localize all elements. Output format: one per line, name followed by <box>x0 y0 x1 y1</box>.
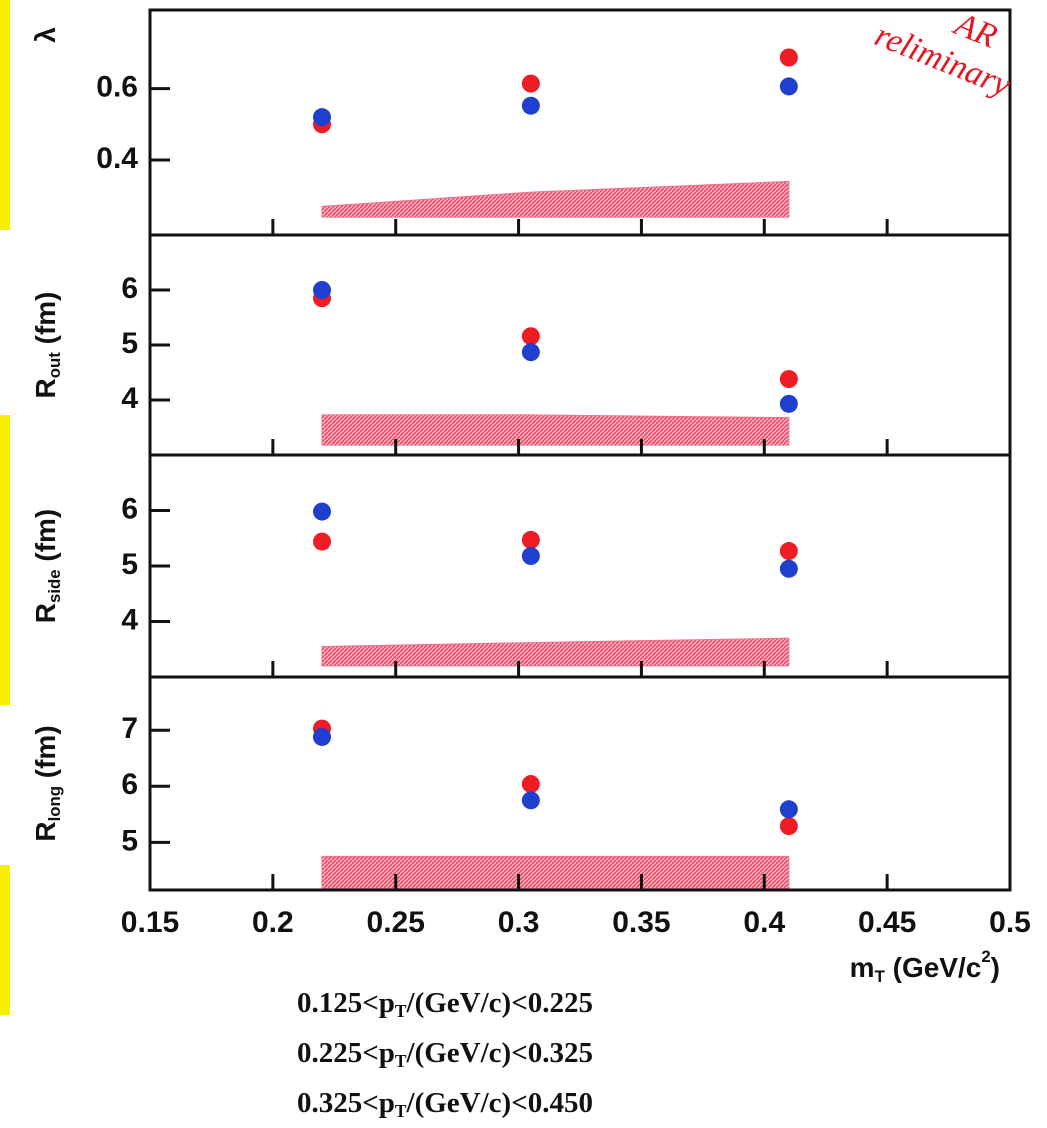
label-part: /(GeV/c)<0.450 <box>406 1087 593 1119</box>
data-point <box>313 502 331 521</box>
label-part: T <box>395 1051 407 1071</box>
label-part: T <box>395 1101 407 1121</box>
data-point <box>313 108 331 127</box>
note: 0.325<pT/(GeV/c)<0.450 <box>297 1087 593 1121</box>
y-tick-label: 4 <box>121 603 138 636</box>
y-tick-label: 6 <box>121 492 138 525</box>
label-part: R <box>30 821 61 841</box>
y-axis-label: λ <box>30 27 61 43</box>
x-tick-label: 0.2 <box>252 906 294 939</box>
highlight-bar <box>0 0 10 230</box>
highlight-bar <box>0 865 10 1015</box>
y-tick-label: 5 <box>121 824 138 857</box>
y-tick-label: 5 <box>121 548 138 581</box>
y-axis-label: Rlong (fm) <box>30 725 64 841</box>
data-point <box>521 96 540 115</box>
data-point <box>779 559 798 578</box>
data-point <box>521 547 540 566</box>
data-point <box>779 800 798 819</box>
label-part: /(GeV/c)<0.325 <box>406 1037 593 1069</box>
y-tick-label: 0.6 <box>96 70 138 103</box>
label-part: 2 <box>981 947 990 966</box>
label-part: out <box>45 352 64 379</box>
note: 0.125<pT/(GeV/c)<0.225 <box>297 987 593 1021</box>
data-point <box>521 530 540 549</box>
y-tick-label: 6 <box>121 272 138 305</box>
data-point <box>521 791 540 810</box>
label-part: m <box>850 952 875 983</box>
x-tick-label: 0.3 <box>498 906 540 939</box>
data-point <box>521 775 540 794</box>
x-tick-label: 0.45 <box>858 906 916 939</box>
systematic-band <box>321 855 790 889</box>
data-point <box>779 77 798 96</box>
data-point <box>521 343 540 362</box>
data-point <box>779 542 798 561</box>
y-axis-label: Rout (fm) <box>30 292 64 399</box>
y-tick-label: 4 <box>121 382 138 415</box>
y-tick-label: 0.4 <box>96 142 138 175</box>
data-point <box>521 327 540 346</box>
label-part: (GeV/c <box>885 952 981 983</box>
label-part: (fm) <box>30 292 61 353</box>
label-part: λ <box>30 27 61 43</box>
systematic-band <box>321 414 790 446</box>
label-part: R <box>30 378 61 398</box>
data-point <box>313 532 331 551</box>
label-part: T <box>395 1001 407 1021</box>
x-tick-label: 0.15 <box>121 906 179 939</box>
data-point <box>779 394 798 413</box>
data-point <box>313 281 331 299</box>
label-part: long <box>45 786 64 821</box>
x-tick-label: 0.25 <box>367 906 425 939</box>
label-part: /(GeV/c)<0.225 <box>406 987 593 1019</box>
data-point <box>779 48 798 67</box>
label-part: side <box>45 569 64 603</box>
y-axis-label: Rside (fm) <box>30 509 64 623</box>
x-tick-label: 0.35 <box>612 906 670 939</box>
systematic-band <box>321 637 790 667</box>
x-axis-label: mT (GeV/c2) <box>850 947 1000 986</box>
label-part: T <box>875 967 886 986</box>
data-point <box>313 727 331 746</box>
data-point <box>779 370 798 389</box>
label-part: R <box>30 603 61 623</box>
y-tick-label: 7 <box>121 712 138 745</box>
y-tick-label: 6 <box>121 768 138 801</box>
label-part: 0.225<p <box>297 1037 395 1069</box>
label-part: (fm) <box>30 509 61 570</box>
label-part: (fm) <box>30 725 61 786</box>
x-tick-label: 0.4 <box>743 906 785 939</box>
label-part: ) <box>991 952 1000 983</box>
systematic-band <box>321 180 790 218</box>
x-tick-label: 0.5 <box>989 906 1031 939</box>
highlight-bar <box>0 415 10 705</box>
data-point <box>521 74 540 93</box>
note: 0.225<pT/(GeV/c)<0.325 <box>297 1037 593 1071</box>
panel-frame <box>148 675 1012 892</box>
y-tick-label: 5 <box>121 327 138 360</box>
data-point <box>779 817 798 836</box>
label-part: 0.325<p <box>297 1087 395 1119</box>
label-part: 0.125<p <box>297 987 395 1019</box>
